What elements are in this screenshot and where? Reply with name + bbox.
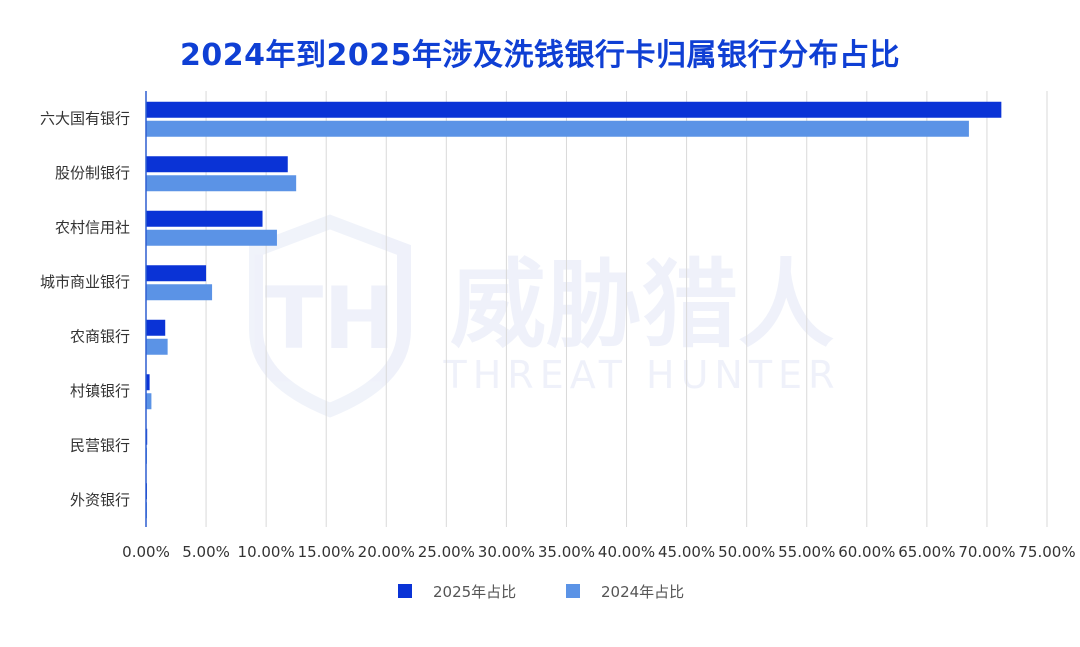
legend-label: 2024年占比	[601, 583, 684, 601]
category-label: 城市商业银行	[40, 273, 130, 291]
bar-2025	[146, 210, 263, 227]
bar-2025	[146, 156, 288, 173]
x-tick-label: 65.00%	[898, 543, 955, 561]
bar-2024	[146, 393, 152, 410]
bar-2024	[146, 284, 213, 301]
bar-2025	[146, 319, 166, 336]
x-tick-label: 55.00%	[778, 543, 835, 561]
category-label: 村镇银行	[70, 382, 130, 400]
watermark-en-text: THREAT HUNTER	[443, 353, 841, 397]
category-label: 外资银行	[70, 491, 130, 509]
bar-2024	[146, 120, 969, 137]
bar-2025	[146, 265, 207, 282]
x-tick-label: 15.00%	[298, 543, 355, 561]
category-label: 农商银行	[70, 327, 130, 345]
bar-2024	[146, 338, 168, 355]
x-tick-label: 20.00%	[358, 543, 415, 561]
watermark-logo-letters: TH	[265, 269, 396, 369]
x-tick-label: 5.00%	[182, 543, 230, 561]
bar-2025	[146, 101, 1002, 118]
legend-swatch	[566, 584, 580, 598]
chart-title: 2024年到2025年涉及洗钱银行卡归属银行分布占比	[180, 38, 900, 73]
bar-2024	[146, 175, 297, 192]
legend-swatch	[398, 584, 412, 598]
x-tick-label: 70.00%	[958, 543, 1015, 561]
x-tick-label: 35.00%	[538, 543, 595, 561]
x-tick-label: 30.00%	[478, 543, 535, 561]
bar-2025	[146, 374, 150, 391]
category-label: 农村信用社	[55, 218, 130, 236]
legend-label: 2025年占比	[433, 583, 516, 601]
watermark-shield-icon	[249, 214, 411, 418]
category-label: 民营银行	[70, 436, 130, 454]
watermark-cn-text: 威胁猎人	[450, 249, 834, 361]
x-tick-label: 10.00%	[238, 543, 295, 561]
x-tick-label: 60.00%	[838, 543, 895, 561]
x-tick-label: 50.00%	[718, 543, 775, 561]
bar-2024	[146, 229, 277, 246]
x-tick-label: 40.00%	[598, 543, 655, 561]
x-tick-label: 0.00%	[122, 543, 170, 561]
x-tick-label: 45.00%	[658, 543, 715, 561]
x-tick-label: 25.00%	[418, 543, 475, 561]
category-label: 股份制银行	[55, 164, 130, 182]
x-tick-label: 75.00%	[1018, 543, 1075, 561]
category-label: 六大国有银行	[40, 109, 130, 127]
